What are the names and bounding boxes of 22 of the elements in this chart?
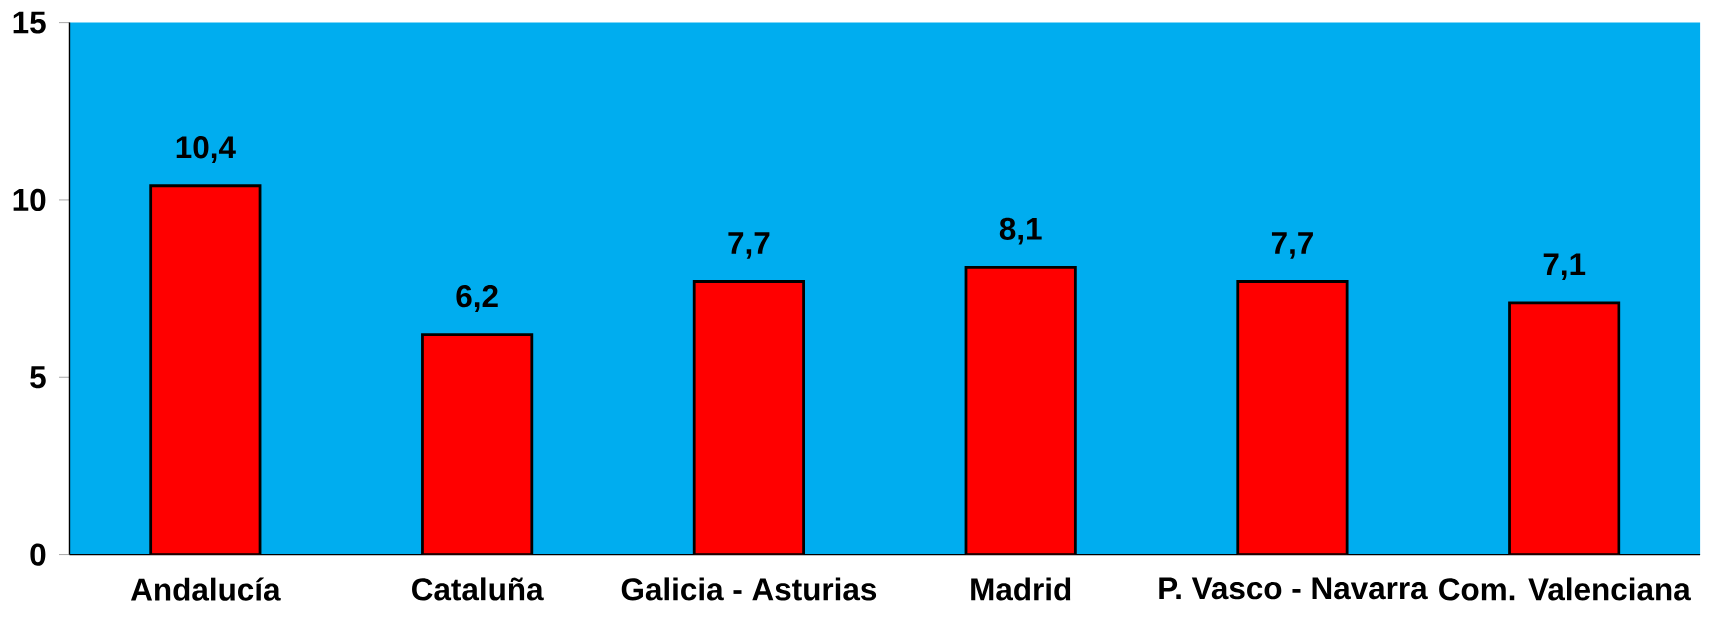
bar <box>421 333 534 555</box>
data-label: 8,1 <box>999 217 1042 245</box>
data-label: 7,7 <box>1271 232 1313 259</box>
x-tick-label: Madrid <box>971 577 1071 601</box>
data-label: 6,2 <box>456 284 498 312</box>
bar <box>1508 301 1621 555</box>
bar <box>149 184 262 555</box>
y-tick-label: 0 <box>30 543 46 566</box>
x-tick-label: P. Vasco - Navarra <box>1159 577 1428 600</box>
bar <box>692 280 805 555</box>
x-tick-label: Galicia - Asturias <box>621 577 877 601</box>
x-tick-label: Com. Valenciana <box>1439 577 1691 601</box>
data-label: 7,7 <box>728 232 770 259</box>
bar <box>964 265 1077 555</box>
y-tick-label: 5 <box>30 366 46 389</box>
data-label: 7,1 <box>1543 253 1586 280</box>
y-tick-label: 15 <box>13 11 46 34</box>
x-tick-label: Cataluña <box>412 577 544 601</box>
data-label: 10,4 <box>176 135 236 163</box>
y-tick-label: 10 <box>13 188 46 211</box>
x-tick-label: Andalucía <box>130 577 281 601</box>
bar <box>1236 280 1349 555</box>
